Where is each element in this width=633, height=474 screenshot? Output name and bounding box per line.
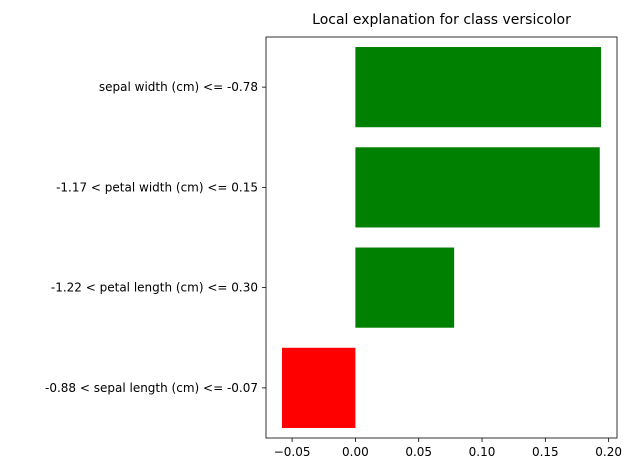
axes-frame [265, 36, 618, 439]
y-tick-label-4: -0.88 < sepal length (cm) <= -0.07 [45, 381, 258, 395]
bar-3 [355, 247, 455, 328]
x-tick-label-5: 0.15 [532, 445, 559, 459]
y-tick-label-2: -1.17 < petal width (cm) <= 0.15 [56, 180, 258, 194]
x-tick-label-3: 0.05 [405, 445, 432, 459]
plot-area: sepal width (cm) <= -0.78 -1.17 < petal w… [45, 36, 622, 459]
x-tick-label-2: 0.00 [342, 445, 369, 459]
y-tick-label-1: sepal width (cm) <= -0.78 [99, 80, 258, 94]
bar-1 [355, 47, 602, 128]
bar-4 [281, 347, 356, 428]
bar-2 [355, 147, 600, 228]
chart-title: Local explanation for class versicolor [312, 12, 571, 28]
x-tick-label-1: −0.05 [274, 445, 311, 459]
x-tick-label-4: 0.10 [469, 445, 496, 459]
x-tick-label-6: 0.20 [595, 445, 622, 459]
y-tick-label-3: -1.22 < petal length (cm) <= 0.30 [51, 281, 258, 295]
